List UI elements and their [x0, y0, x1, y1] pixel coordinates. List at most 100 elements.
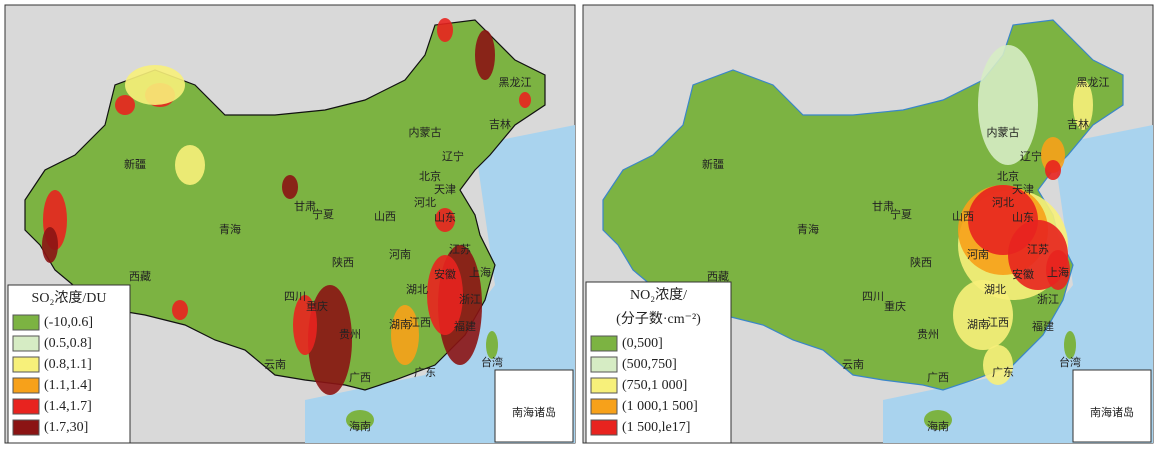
legend-label: (750,1 000]: [622, 378, 687, 393]
legend-label: (0.8,1.1]: [44, 357, 92, 372]
province-label: 甘肃: [294, 200, 316, 213]
province-label: 天津: [434, 183, 456, 196]
province-label: 山西: [374, 210, 396, 223]
province-label: 湖北: [406, 283, 428, 296]
province-label: 广东: [414, 366, 436, 379]
province-label: 黑龙江: [499, 76, 532, 89]
legend: NO₂浓度/ (分子数·cm⁻²) (0,500] (500,750] (750,1 0…: [585, 281, 732, 444]
province-label: 云南: [842, 358, 864, 371]
province-label: 北京: [997, 169, 1019, 183]
province-label: 宁夏: [890, 207, 912, 221]
province-label: 广东: [992, 366, 1014, 379]
legend-label: (-10,0.6]: [44, 315, 93, 330]
province-label: 台湾: [1059, 355, 1081, 369]
legend-label: (0.5,0.8]: [44, 336, 92, 351]
legend-title: (分子数·cm⁻²): [616, 311, 701, 327]
hotspot: [1046, 250, 1070, 290]
legend-label: (500,750]: [622, 357, 677, 372]
province-label: 云南: [264, 358, 286, 371]
province-label: 新疆: [124, 157, 146, 171]
province-label: 江苏: [1027, 243, 1049, 256]
legend-swatch: [590, 377, 618, 394]
province-label: 山东: [434, 211, 456, 224]
hotspot: [953, 280, 1013, 350]
legend-title: SO₂浓度/DU: [32, 290, 107, 306]
legend-label: (1.1,1.4]: [44, 378, 92, 393]
province-label: 内蒙古: [987, 125, 1020, 139]
province-label: 辽宁: [442, 149, 464, 163]
hotspot: [391, 305, 419, 365]
province-label: 上海: [1047, 265, 1069, 279]
taiwan: [486, 331, 498, 359]
hotspot: [435, 208, 455, 232]
hainan: [924, 410, 952, 430]
province-label: 安徽: [434, 267, 456, 281]
inset-label: 南海诸岛: [512, 405, 556, 419]
province-label: 江苏: [449, 243, 471, 256]
hotspot: [475, 30, 495, 80]
hotspot: [427, 255, 463, 335]
legend-swatch: [12, 377, 40, 394]
province-label: 青海: [797, 222, 819, 236]
legend-label: (1 000,1 500]: [622, 399, 698, 414]
province-label: 陕西: [910, 255, 932, 269]
province-label: 河北: [414, 196, 436, 209]
province-label: 贵州: [917, 328, 939, 341]
province-label: 西藏: [707, 270, 729, 283]
legend-swatch: [12, 335, 40, 352]
province-label: 福建: [454, 319, 476, 333]
province-label: 新疆: [702, 157, 724, 171]
province-label: 山西: [952, 210, 974, 223]
province-label: 河南: [967, 248, 989, 261]
legend-swatch: [12, 398, 40, 415]
hainan: [346, 410, 374, 430]
hotspot: [1073, 80, 1093, 130]
legend-swatch: [590, 335, 618, 352]
province-label: 北京: [419, 169, 441, 183]
province-label: 海南: [349, 419, 371, 433]
province-label: 天津: [1012, 183, 1034, 196]
province-label: 浙江: [1037, 293, 1059, 306]
legend-swatch: [12, 314, 40, 331]
province-label: 吉林: [1067, 117, 1089, 131]
province-label: 四川: [284, 290, 306, 303]
province-label: 重庆: [306, 299, 328, 313]
hotspot: [282, 175, 298, 199]
province-label: 海南: [927, 419, 949, 433]
province-label: 陕西: [332, 255, 354, 269]
province-label: 浙江: [459, 293, 481, 306]
legend-title: NO₂浓度/: [630, 287, 687, 303]
hotspot: [293, 295, 317, 355]
legend-swatch: [590, 398, 618, 415]
province-label: 甘肃: [872, 200, 894, 213]
inset-box: [1072, 369, 1152, 443]
legend-swatch: [590, 419, 618, 436]
sea: [883, 125, 1153, 443]
province-label: 广西: [349, 371, 371, 384]
province-label: 江西: [987, 316, 1009, 329]
province-label: 湖南: [967, 318, 989, 331]
province-label: 湖南: [389, 318, 411, 331]
province-label: 四川: [862, 290, 884, 303]
province-label: 广西: [927, 371, 949, 384]
legend-label: (1.4,1.7]: [44, 399, 92, 414]
province-label: 湖北: [984, 283, 1006, 296]
province-label: 辽宁: [1020, 149, 1042, 163]
province-label: 内蒙古: [409, 125, 442, 139]
province-label: 宁夏: [312, 207, 334, 221]
legend-swatch: [12, 356, 40, 373]
province-label: 西藏: [129, 270, 151, 283]
hotspot: [437, 18, 453, 42]
legend-swatch: [590, 356, 618, 373]
province-label: 重庆: [884, 299, 906, 313]
hotspot: [978, 45, 1038, 165]
province-label: 吉林: [489, 117, 511, 131]
province-label: 江西: [409, 316, 431, 329]
inset-box: [494, 369, 574, 443]
province-label: 黑龙江: [1077, 76, 1110, 89]
hotspot: [519, 92, 531, 108]
taiwan: [1064, 331, 1076, 359]
china: [24, 19, 546, 391]
